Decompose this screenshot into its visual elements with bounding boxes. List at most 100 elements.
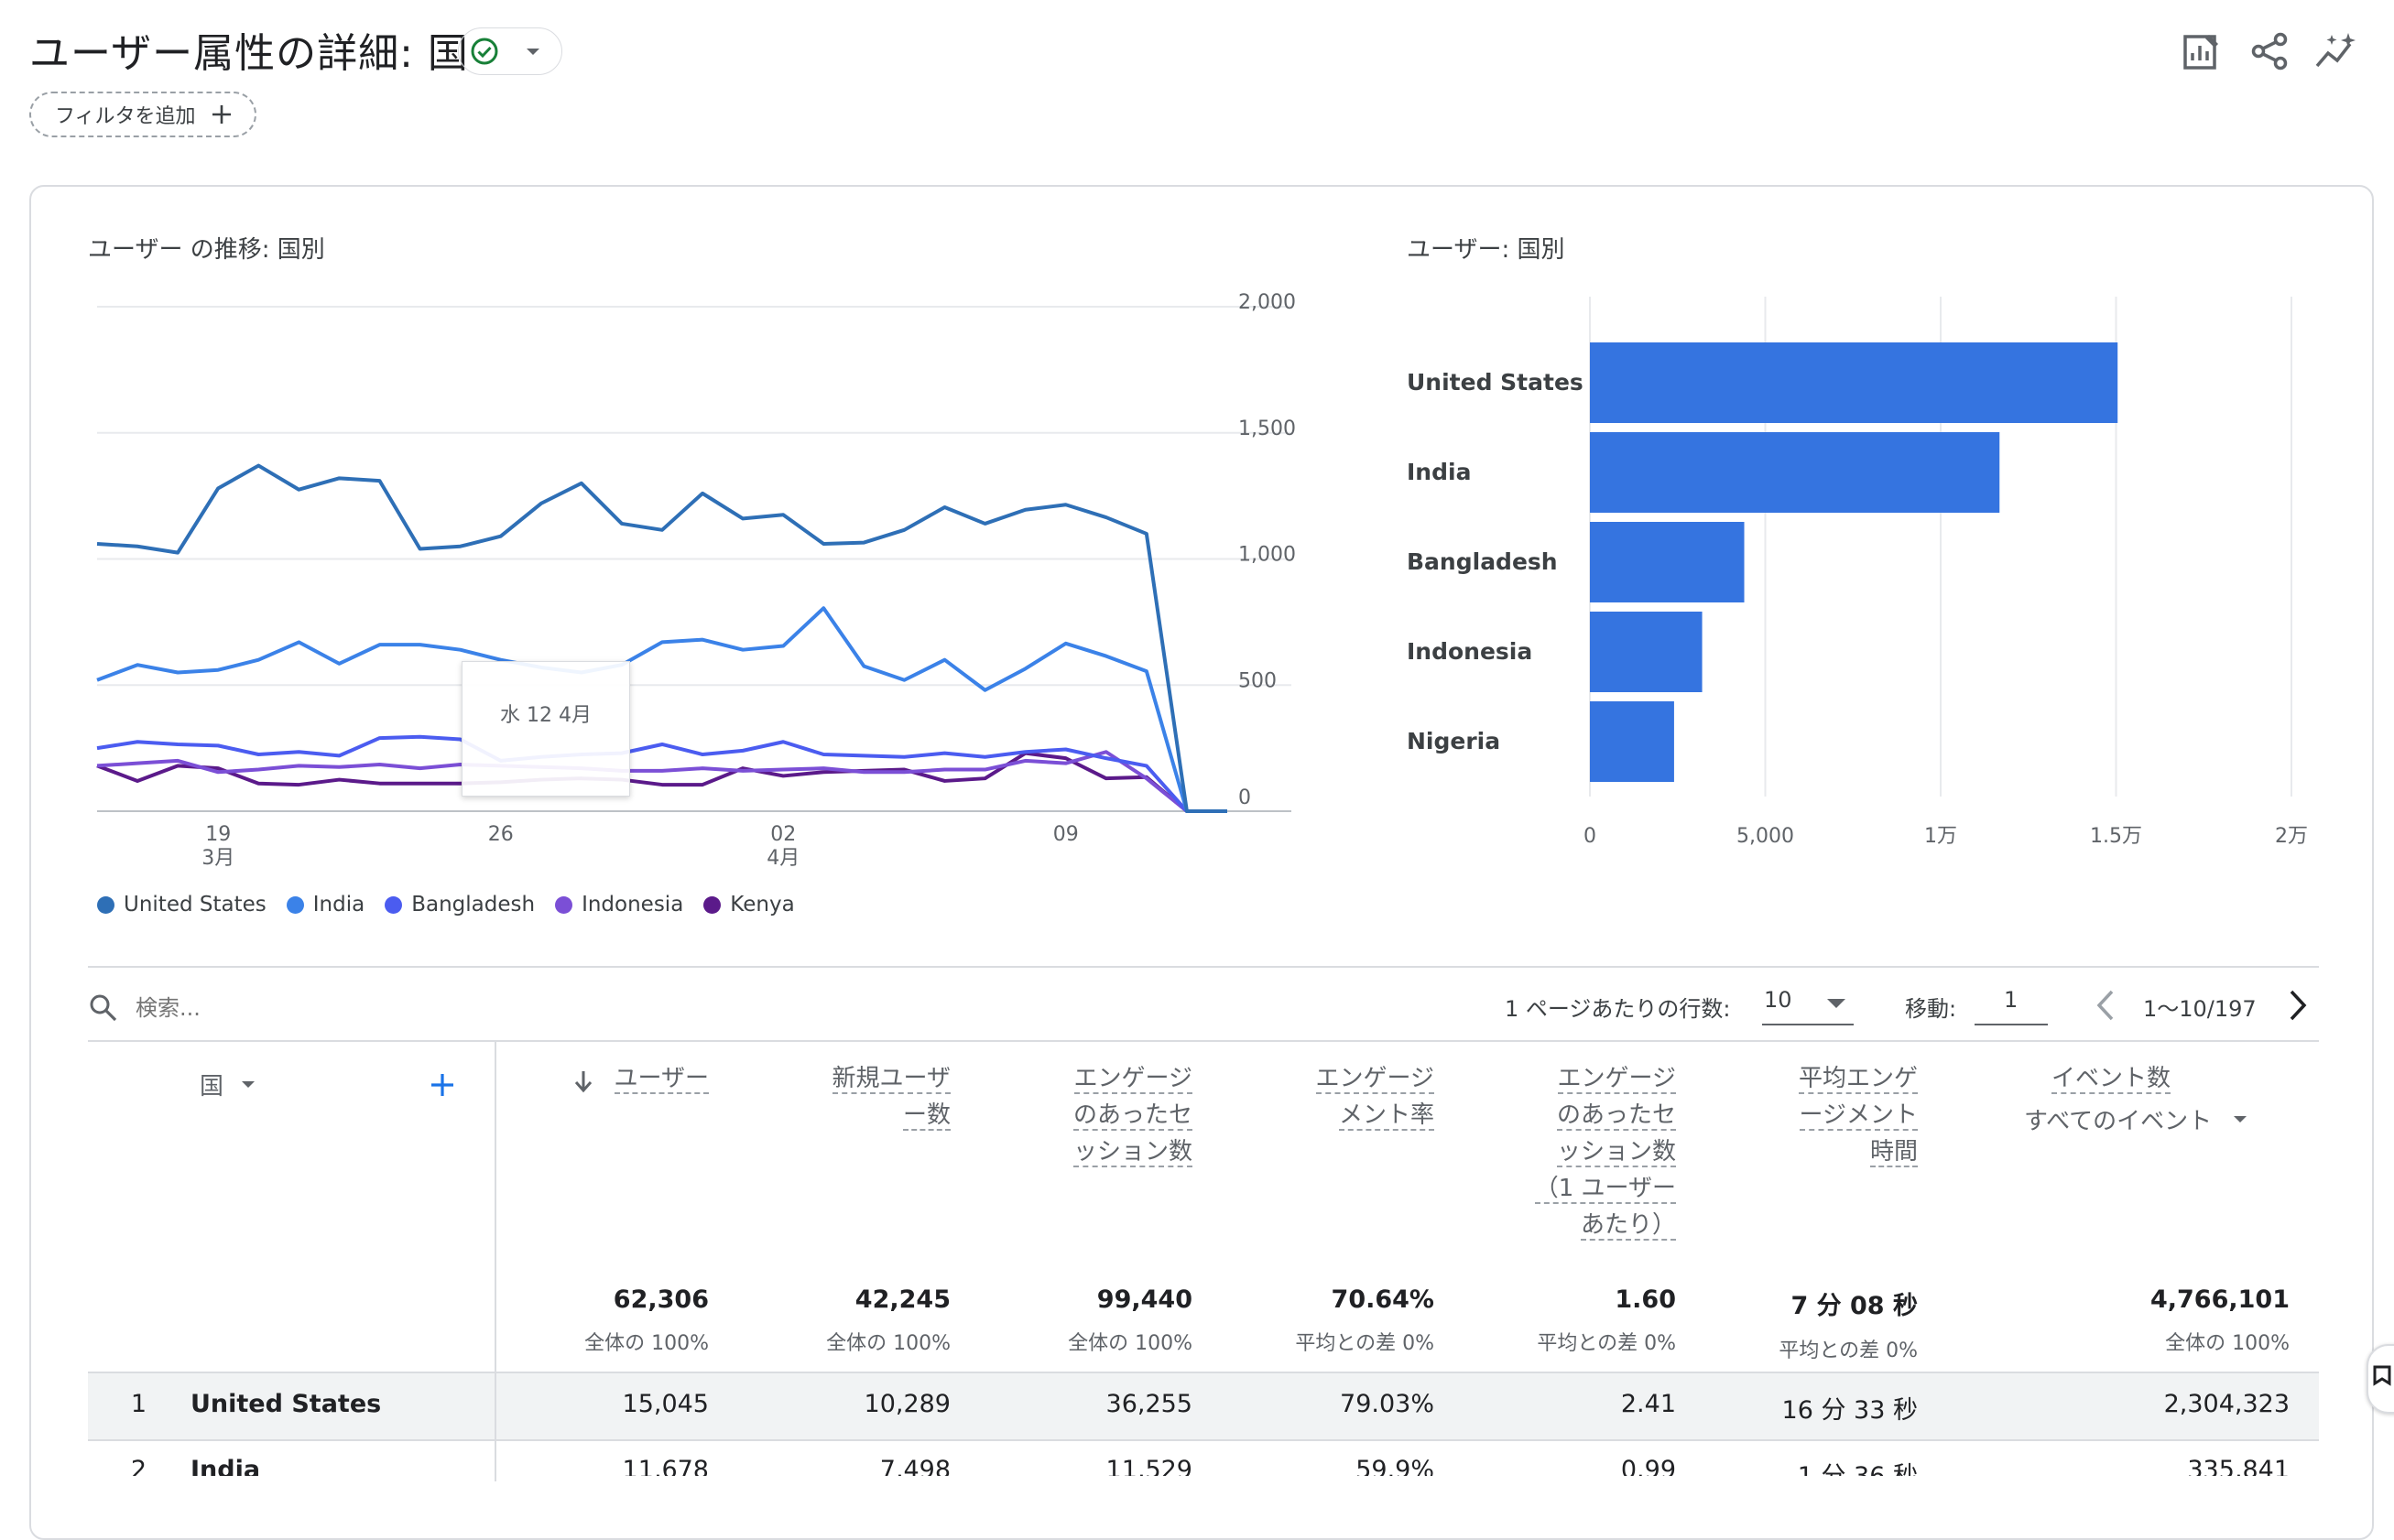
chevron-down-icon — [2234, 1115, 2247, 1122]
total-value: 99,440 — [1096, 1285, 1192, 1314]
insights-icon — [2315, 33, 2356, 68]
column-header-label: ー数 — [902, 1101, 951, 1131]
legend-dot-icon — [286, 895, 304, 914]
cell-engaged-sessions: 36,255 — [1105, 1390, 1192, 1418]
customize-report-button[interactable] — [2174, 24, 2229, 79]
column-header-label: エンゲージ — [1315, 1065, 1434, 1094]
table-row[interactable]: 2 India 11,678 7,498 11,529 59.9% 0.99 1… — [88, 1441, 2319, 1476]
add-filter-button[interactable]: フィルタを追加 — [29, 92, 256, 137]
column-header-label: ッション数 — [1556, 1138, 1676, 1167]
insights-button[interactable] — [2308, 24, 2363, 79]
line-chart-title: ユーザー の推移: 国別 — [88, 236, 325, 264]
dimension-label: 国 — [200, 1073, 224, 1101]
customize-report-icon — [2183, 35, 2218, 70]
legend-item[interactable]: Bangladesh — [385, 893, 535, 916]
goto-page-input[interactable]: 1 — [1975, 983, 2048, 1025]
x-tick-label: 09 — [1053, 823, 1079, 846]
check-circle-icon — [471, 38, 498, 65]
legend-item[interactable]: Kenya — [703, 893, 795, 916]
divider — [88, 966, 2319, 968]
column-header-label: （1 ユーザー — [1534, 1175, 1676, 1204]
bar-category-label: Indonesia — [1407, 638, 1532, 665]
rows-per-page-value: 10 — [1764, 987, 1792, 1013]
total-engaged-sessions: 99,440 全体の 100% — [996, 1285, 1192, 1356]
total-subtext: 平均との差 0% — [1537, 1332, 1676, 1355]
share-button[interactable] — [2242, 24, 2297, 79]
total-new-users: 42,245 全体の 100% — [755, 1285, 951, 1356]
page-title: ユーザー属性の詳細: 国 — [29, 30, 469, 77]
legend-label: India — [312, 893, 365, 916]
share-icon — [2251, 32, 2288, 70]
legend-dot-icon — [555, 895, 573, 914]
column-header-label: ージメント — [1799, 1101, 1918, 1131]
search-icon — [90, 994, 117, 1022]
legend-item[interactable]: India — [286, 893, 365, 916]
search-input[interactable] — [134, 989, 595, 1027]
x-tick-sublabel: 3月 — [201, 847, 234, 870]
x-tick-label: 5,000 — [1736, 825, 1794, 848]
add-dimension-icon[interactable] — [429, 1071, 456, 1099]
legend-label: Kenya — [730, 893, 795, 916]
bar-category-label: United States — [1407, 369, 1583, 396]
series-line — [96, 734, 1227, 813]
bar-chart-title: ユーザー: 国別 — [1407, 236, 1565, 264]
column-divider — [495, 1042, 496, 1481]
column-header-engagement-rate[interactable]: エンゲージ メント率 — [1253, 1060, 1434, 1133]
cell-users: 11,678 — [622, 1456, 709, 1476]
report-status-dropdown[interactable] — [458, 27, 562, 75]
plus-icon — [212, 105, 231, 124]
bar-category-label: Nigeria — [1407, 728, 1500, 754]
column-header-label: エンゲージ — [1073, 1065, 1192, 1094]
dimension-selector[interactable]: 国 — [200, 1068, 256, 1101]
column-header-users[interactable]: ユーザー — [559, 1060, 709, 1097]
page-range: 1〜10/197 — [2143, 996, 2257, 1022]
total-subtext: 全体の 100% — [584, 1332, 709, 1355]
column-header-engaged-sessions[interactable]: エンゲージ のあったセ ッション数 — [1011, 1060, 1192, 1170]
feedback-button[interactable] — [2367, 1344, 2394, 1414]
cell-avg-engagement-time: 16 分 33 秒 — [1781, 1396, 1918, 1425]
divider — [88, 1040, 2319, 1042]
column-header-label: エンゲージ — [1557, 1065, 1676, 1094]
bar-chart[interactable]: 0 5,000 1万 1.5万 2万 United States India Banglade… — [1374, 275, 2381, 879]
chevron-down-icon — [527, 49, 539, 55]
total-subtext: 平均との差 0% — [1779, 1339, 1918, 1362]
chart-tooltip: 水 12 4月 — [462, 661, 630, 797]
series-line — [96, 606, 1227, 813]
legend-dot-icon — [97, 895, 114, 914]
legend-item[interactable]: United States — [97, 893, 267, 916]
bar — [1590, 342, 2118, 423]
bar — [1590, 612, 1703, 692]
line-chart-legend: United States India Bangladesh Indonesia… — [97, 893, 795, 916]
x-tick-label: 1.5万 — [2090, 825, 2142, 848]
y-tick-label: 0 — [1238, 786, 1251, 809]
sort-descending-icon — [574, 1071, 593, 1093]
bar-category-label: India — [1407, 459, 1471, 485]
cell-event-count: 335,841 — [2187, 1456, 2290, 1476]
column-divider — [495, 1373, 496, 1439]
column-header-label: 時間 — [1869, 1138, 1918, 1167]
column-header-engaged-sessions-per-user[interactable]: エンゲージ のあったセ ッション数 （1 ユーザー あたり） — [1495, 1060, 1676, 1243]
total-value: 62,306 — [613, 1285, 709, 1314]
column-header-label: あたり） — [1580, 1211, 1676, 1241]
column-header-avg-engagement-time[interactable]: 平均エンゲ ージメント 時間 — [1736, 1060, 1918, 1170]
column-header-event-count[interactable]: イベント数 — [1978, 1060, 2216, 1097]
table-row[interactable]: 1 United States 15,045 10,289 36,255 79.… — [88, 1373, 2319, 1439]
y-tick-label: 500 — [1238, 669, 1277, 692]
legend-item[interactable]: Indonesia — [555, 893, 683, 916]
total-value: 1.60 — [1615, 1285, 1676, 1314]
x-tick-label: 0 — [1583, 825, 1596, 848]
total-value: 4,766,101 — [2149, 1285, 2290, 1314]
goto-page-value: 1 — [2004, 987, 2019, 1013]
cell-engagement-rate: 79.03% — [1340, 1390, 1434, 1418]
next-page-icon[interactable] — [2284, 989, 2312, 1022]
total-engaged-sessions-per-user: 1.60 平均との差 0% — [1480, 1285, 1676, 1356]
rows-per-page-select[interactable]: 10 — [1762, 983, 1854, 1025]
cell-event-count: 2,304,323 — [2163, 1390, 2290, 1418]
column-header-label: メント率 — [1338, 1101, 1434, 1131]
total-subtext: 平均との差 0% — [1295, 1332, 1434, 1355]
event-filter-dropdown[interactable]: すべてのイベント — [2024, 1102, 2248, 1136]
cell-engaged-sessions-per-user: 0.99 — [1620, 1456, 1676, 1476]
previous-page-icon[interactable] — [2092, 989, 2119, 1022]
column-header-new-users[interactable]: 新規ユーザ ー数 — [769, 1060, 951, 1133]
